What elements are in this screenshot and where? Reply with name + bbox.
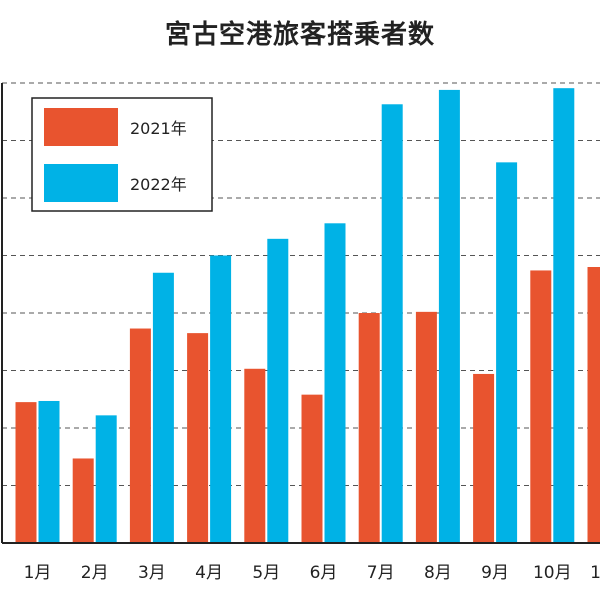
x-tick-label: 7月	[367, 563, 395, 583]
x-tick-label: 1月	[24, 563, 52, 583]
x-tick-label: 11月	[590, 563, 600, 583]
bar-series2	[95, 415, 117, 543]
bar-series2	[438, 89, 460, 544]
bar-series1	[587, 267, 600, 543]
x-tick-label: 8月	[424, 563, 452, 583]
bar-series1	[15, 402, 37, 543]
x-tick-label: 10月	[533, 563, 572, 583]
bar-series2	[267, 238, 289, 543]
bar-series1	[358, 313, 380, 543]
bar-series2	[381, 104, 403, 544]
legend-label: 2021年	[130, 119, 187, 138]
x-tick-label: 6月	[310, 563, 338, 583]
bar-series2	[38, 400, 60, 543]
legend-swatch	[44, 164, 118, 202]
x-tick-label: 2月	[81, 563, 109, 583]
x-tick-label: 5月	[252, 563, 280, 583]
axes	[1, 83, 600, 544]
bar-series1	[72, 458, 94, 543]
chart-title: 宮古空港旅客搭乗者数	[164, 20, 435, 50]
bar-series2	[553, 88, 575, 544]
legend-swatch	[44, 108, 118, 146]
bar-series2	[152, 272, 174, 543]
x-tick-label: 4月	[195, 563, 223, 583]
legend-label: 2022年	[130, 175, 187, 194]
bar-series1	[473, 373, 495, 543]
bars	[15, 88, 600, 544]
bar-series1	[301, 394, 323, 543]
bar-series2	[496, 162, 518, 543]
legend: 2021年 2022年	[31, 97, 213, 212]
bar-series1	[415, 311, 437, 543]
bar-series2	[324, 223, 346, 544]
bar-series1	[244, 368, 266, 543]
bar-series2	[210, 255, 232, 543]
bar-series1	[530, 270, 552, 543]
x-tick-label: 9月	[481, 563, 509, 583]
x-tick-label: 3月	[138, 563, 166, 583]
bar-series1	[129, 328, 151, 543]
x-tick-labels: 1月 2月 3月 4月 5月 6月 7月 8月 9月 10月 11月	[24, 563, 600, 583]
bar-series1	[187, 333, 209, 543]
